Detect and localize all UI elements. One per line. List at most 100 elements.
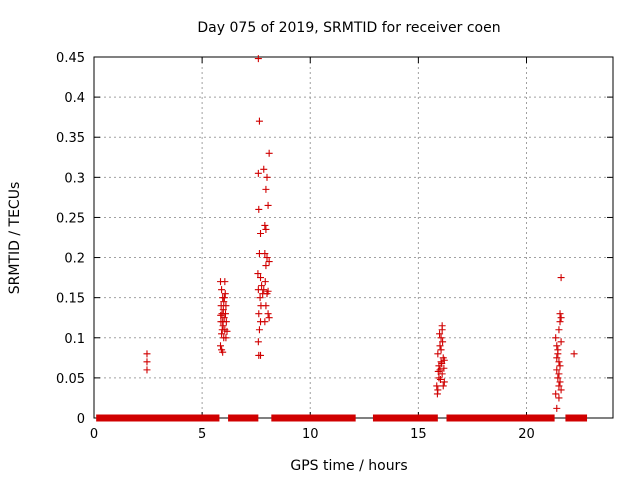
data-point	[262, 185, 270, 193]
data-point	[218, 326, 226, 334]
data-point	[433, 390, 441, 398]
data-point	[254, 270, 262, 278]
data-point	[222, 334, 230, 342]
data-point	[557, 386, 565, 394]
data-point	[262, 302, 270, 310]
plot-frame	[93, 56, 614, 419]
data-point	[217, 311, 225, 319]
data-point	[257, 274, 265, 282]
x-tick-label: 5	[198, 427, 206, 442]
data-point	[440, 364, 448, 372]
data-point	[222, 302, 230, 310]
y-tick-label: 0.35	[56, 131, 85, 146]
axis-ticks: 0 5 10 15 20 0 0.05 0.1 0.15 0.2 0.25 0.3 0.35 0.4 0.4…	[56, 51, 613, 442]
data-point	[552, 390, 560, 398]
data-point	[555, 394, 563, 402]
data-point	[556, 318, 564, 326]
data-point	[260, 165, 268, 173]
data-point	[217, 342, 225, 350]
data-point	[255, 117, 263, 125]
y-tick-label: 0.05	[56, 372, 85, 387]
data-point	[553, 354, 561, 362]
data-point	[264, 287, 272, 295]
data-point	[255, 326, 263, 334]
data-point	[436, 366, 444, 374]
y-tick-label: 0.3	[64, 171, 85, 186]
data-point	[218, 286, 226, 294]
data-point	[439, 382, 447, 390]
y-tick-label: 0	[77, 412, 85, 427]
data-point	[437, 346, 445, 354]
data-point	[439, 338, 447, 346]
data-point	[220, 294, 228, 302]
data-point	[254, 55, 262, 63]
data-point	[264, 201, 272, 209]
data-point	[556, 310, 564, 318]
data-point	[219, 306, 227, 314]
data-point	[259, 290, 267, 298]
data-point	[258, 282, 266, 290]
data-point	[218, 330, 226, 338]
data-point	[554, 374, 562, 382]
data-point	[263, 173, 271, 181]
y-tick-label: 0.1	[64, 332, 85, 347]
y-tick-label: 0.45	[56, 51, 85, 66]
data-point	[555, 370, 563, 378]
data-point	[221, 310, 229, 318]
data-point	[219, 348, 227, 356]
data-point	[254, 338, 262, 346]
y-tick-label: 0.15	[56, 292, 85, 307]
data-point	[261, 250, 269, 258]
data-point	[436, 330, 444, 338]
data-point	[260, 286, 268, 294]
data-point	[263, 254, 271, 262]
data-point	[436, 342, 444, 350]
data-point	[143, 350, 151, 358]
data-point	[555, 326, 563, 334]
data-point	[433, 382, 441, 390]
data-point	[265, 258, 273, 266]
x-tick-label: 15	[410, 427, 427, 442]
x-axis-label: GPS time / hours	[290, 458, 407, 474]
data-point	[557, 314, 565, 322]
data-point	[262, 262, 270, 270]
data-point	[255, 205, 263, 213]
chart-title: Day 075 of 2019, SRMTID for receiver coe…	[197, 20, 500, 36]
data-point	[257, 351, 265, 359]
data-point	[143, 358, 151, 366]
data-point	[222, 318, 230, 326]
data-point	[261, 278, 269, 286]
x-tick-label: 20	[518, 427, 535, 442]
data-point	[556, 378, 564, 386]
grid	[93, 56, 613, 419]
data-point	[261, 318, 269, 326]
y-axis-label: SRMTID / TECUs	[7, 182, 23, 295]
data-point	[557, 274, 565, 282]
data-point	[553, 404, 561, 412]
data-points	[143, 55, 578, 412]
y-tick-label: 0.25	[56, 211, 85, 226]
data-point	[221, 278, 229, 286]
data-point	[553, 342, 561, 350]
x-tick-label: 0	[90, 427, 98, 442]
y-tick-label: 0.2	[64, 252, 85, 267]
data-point	[223, 327, 231, 335]
data-point	[552, 334, 560, 342]
data-point	[434, 350, 442, 358]
data-point	[436, 375, 444, 383]
data-point	[438, 322, 446, 330]
x-tick-label: 10	[302, 427, 319, 442]
data-point	[261, 221, 269, 229]
data-point	[438, 370, 446, 378]
data-point	[262, 225, 270, 233]
data-point	[437, 334, 445, 342]
data-point	[437, 358, 445, 366]
data-point	[143, 366, 151, 374]
data-point	[434, 367, 442, 375]
data-point	[221, 290, 229, 298]
data-point	[220, 298, 228, 306]
data-point	[265, 149, 273, 157]
data-point	[254, 169, 262, 177]
y-tick-label: 0.4	[64, 91, 85, 106]
